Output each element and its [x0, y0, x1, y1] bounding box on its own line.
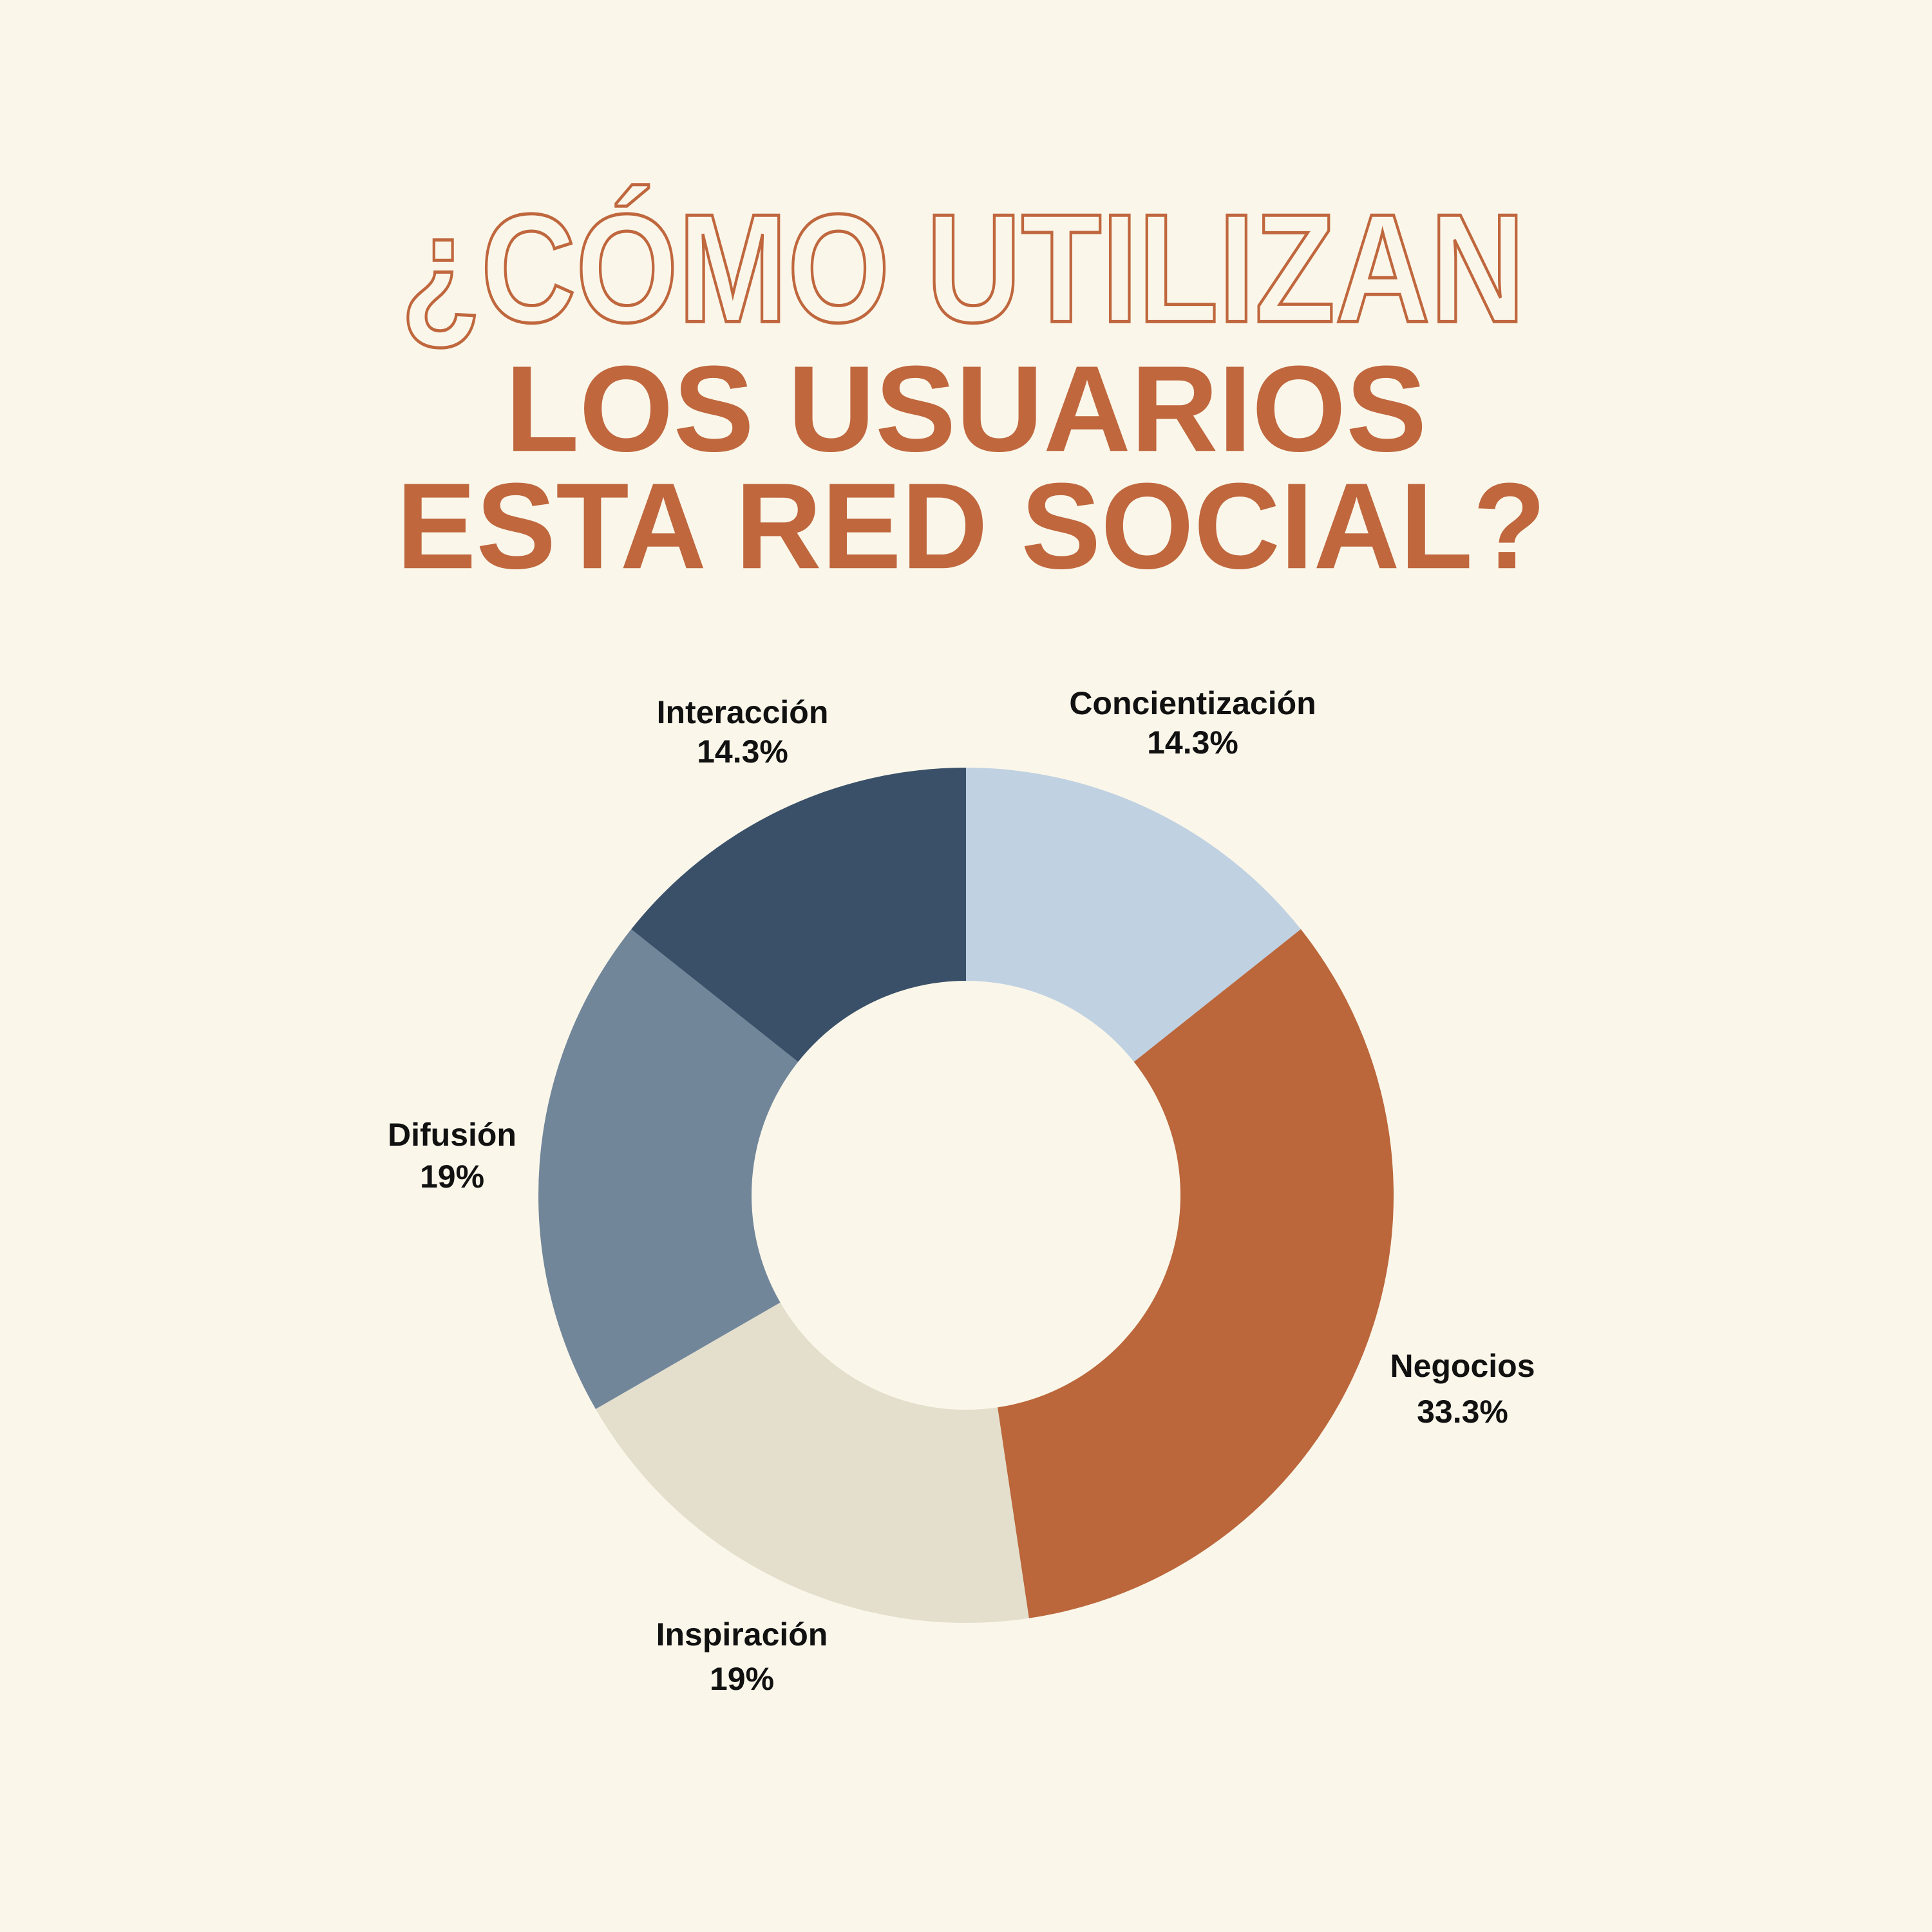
- chart-title: ESTA RED SOCIAL?: [397, 458, 1546, 594]
- donut-segment: [966, 768, 1301, 1062]
- value-label: 14.3%: [1147, 724, 1238, 761]
- value-label: 19%: [420, 1159, 484, 1195]
- donut-segment: [538, 929, 799, 1409]
- donut-segment: [998, 929, 1394, 1618]
- segment-label: Difusión: [388, 1117, 516, 1153]
- value-label: 19%: [710, 1661, 774, 1697]
- segment-label: Inspiración: [656, 1616, 828, 1653]
- chart-title: ¿CÓMO UTILIZAN: [401, 182, 1525, 354]
- donut-segment: [631, 768, 966, 1062]
- segment-label: Negocios: [1390, 1348, 1535, 1384]
- segment-label: Interacción: [657, 694, 829, 730]
- value-label: 14.3%: [697, 734, 788, 770]
- donut-segment: [595, 1302, 1029, 1623]
- chart-title: LOS USUARIOS: [506, 341, 1427, 477]
- value-label: 33.3%: [1417, 1394, 1508, 1430]
- segment-label: Concientización: [1069, 685, 1316, 721]
